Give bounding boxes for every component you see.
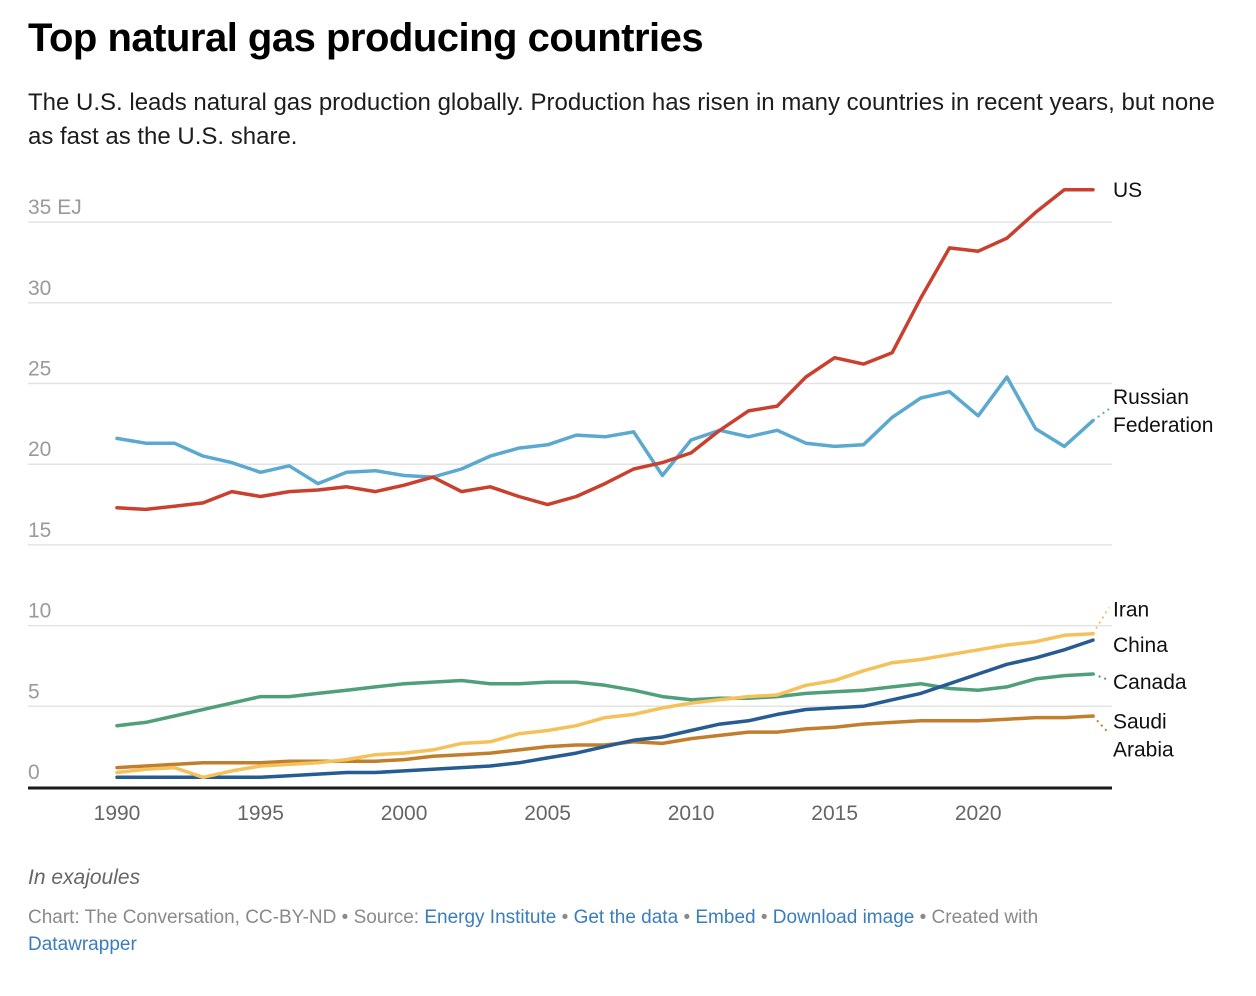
y-tick-label: 25 bbox=[28, 358, 51, 381]
y-tick-label: 15 bbox=[28, 519, 51, 542]
chart-credit: Chart: The Conversation, CC-BY-ND bbox=[28, 907, 337, 928]
y-tick-label: 30 bbox=[28, 277, 51, 300]
source-label: Source: bbox=[353, 907, 420, 928]
created-with-label: Created with bbox=[931, 907, 1039, 928]
series-label: US bbox=[1113, 179, 1142, 202]
y-tick-label: 10 bbox=[28, 600, 51, 623]
series-line-iran bbox=[115, 631, 1095, 780]
series-lines bbox=[115, 188, 1095, 780]
x-tick-label: 1990 bbox=[94, 802, 141, 825]
series-label: China bbox=[1113, 634, 1168, 657]
series-line-us bbox=[115, 188, 1095, 512]
y-tick-label: 0 bbox=[28, 761, 40, 784]
separator: • bbox=[341, 907, 349, 928]
y-tick-label: 5 bbox=[28, 680, 40, 703]
separator: • bbox=[919, 907, 927, 928]
embed-link[interactable]: Embed bbox=[695, 907, 756, 928]
x-axis-ticks: 1990 1995 2000 2005 2010 2015 2020 bbox=[94, 802, 1002, 825]
series-label: Canada bbox=[1113, 671, 1187, 694]
series-label: Russian Federation bbox=[1113, 386, 1213, 437]
gridlines bbox=[28, 221, 1112, 708]
chart-title: Top natural gas producing countries bbox=[28, 16, 704, 60]
separator: • bbox=[561, 907, 569, 928]
series-label: Iran bbox=[1113, 598, 1149, 621]
chart-footer: Chart: The Conversation, CC-BY-ND • Sour… bbox=[28, 904, 1228, 958]
x-tick-label: 2005 bbox=[524, 802, 571, 825]
source-link[interactable]: Energy Institute bbox=[424, 907, 557, 928]
x-tick-label: 2015 bbox=[811, 802, 858, 825]
label-connector bbox=[1092, 715, 1110, 735]
label-connector bbox=[1092, 408, 1110, 422]
get-data-link[interactable]: Get the data bbox=[573, 907, 679, 928]
series-labels: US Russian Federation Iran China Canada Saudi A… bbox=[1092, 179, 1213, 761]
x-tick-label: 2010 bbox=[668, 802, 715, 825]
separator: • bbox=[683, 907, 691, 928]
series-line-saudi-arabia bbox=[115, 714, 1095, 770]
x-tick-label: 2020 bbox=[955, 802, 1002, 825]
y-tick-label: 35 EJ bbox=[28, 196, 82, 219]
chart-notes: In exajoules bbox=[28, 866, 141, 889]
label-connector bbox=[1092, 606, 1110, 635]
separator: • bbox=[760, 907, 768, 928]
x-tick-label: 2000 bbox=[381, 802, 428, 825]
series-line-canada bbox=[115, 672, 1095, 728]
series-line-china bbox=[115, 638, 1095, 780]
datawrapper-link[interactable]: Datawrapper bbox=[28, 934, 137, 955]
x-tick-label: 1995 bbox=[237, 802, 284, 825]
series-label: Saudi Arabia bbox=[1113, 710, 1174, 761]
y-axis-ticks: 0 5 10 15 20 25 30 35 EJ bbox=[28, 196, 82, 784]
chart-subtitle: The U.S. leads natural gas production gl… bbox=[28, 89, 1215, 150]
y-tick-label: 20 bbox=[28, 438, 51, 461]
label-connector bbox=[1092, 673, 1110, 682]
download-image-link[interactable]: Download image bbox=[772, 907, 915, 928]
series-line-russian-federation bbox=[115, 375, 1095, 486]
line-chart: 0 5 10 15 20 25 30 35 EJ 1990 1995 2000 2005 2010 20… bbox=[28, 179, 1213, 825]
